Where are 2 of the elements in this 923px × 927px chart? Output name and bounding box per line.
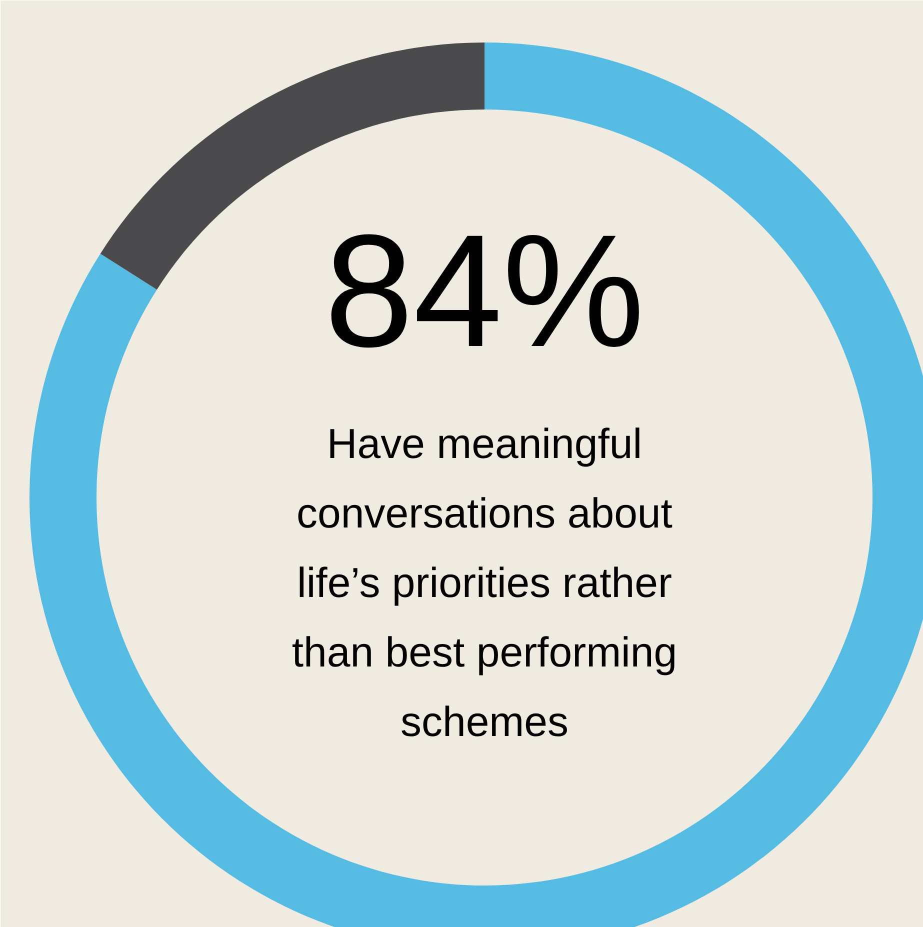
text: Have meaningful conversations about life’s priorities rather than best performing schemes — [292, 420, 678, 745]
text: 84% — [324, 201, 645, 380]
